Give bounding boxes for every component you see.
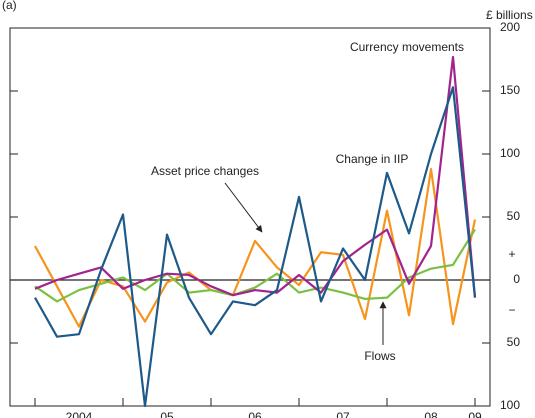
y-tick-label: 100 <box>500 398 520 412</box>
y-tick-label: 50 <box>507 209 521 223</box>
chart-title: (a) <box>2 0 17 12</box>
y-unit: £ billions <box>486 8 533 22</box>
plot-frame <box>9 27 491 407</box>
annotation-arrow <box>224 182 263 233</box>
series-line <box>34 168 477 328</box>
y-tick-label: 50 <box>507 335 521 349</box>
y-tick-label: 200 <box>500 20 520 34</box>
annotation: + <box>508 247 515 261</box>
x-tick-label: 06 <box>248 410 262 418</box>
y-tick-label: 150 <box>500 83 520 97</box>
y-tick-label: 100 <box>500 146 520 160</box>
series-label: Currency movements <box>350 40 464 54</box>
x-tick-label: 07 <box>336 410 350 418</box>
y-tick-label: 0 <box>513 272 520 286</box>
x-tick-label: 2004 <box>66 410 93 418</box>
series-label: Change in IIP <box>336 152 409 166</box>
x-tick-label: 09 <box>468 410 482 418</box>
x-tick-label: 05 <box>160 410 174 418</box>
series-label: Asset price changes <box>151 164 259 178</box>
annotation: − <box>508 303 515 317</box>
series-line <box>34 86 477 408</box>
series-label: Flows <box>364 349 395 363</box>
x-tick-label: 08 <box>424 410 438 418</box>
series-line <box>34 229 476 303</box>
series-line <box>34 55 477 298</box>
